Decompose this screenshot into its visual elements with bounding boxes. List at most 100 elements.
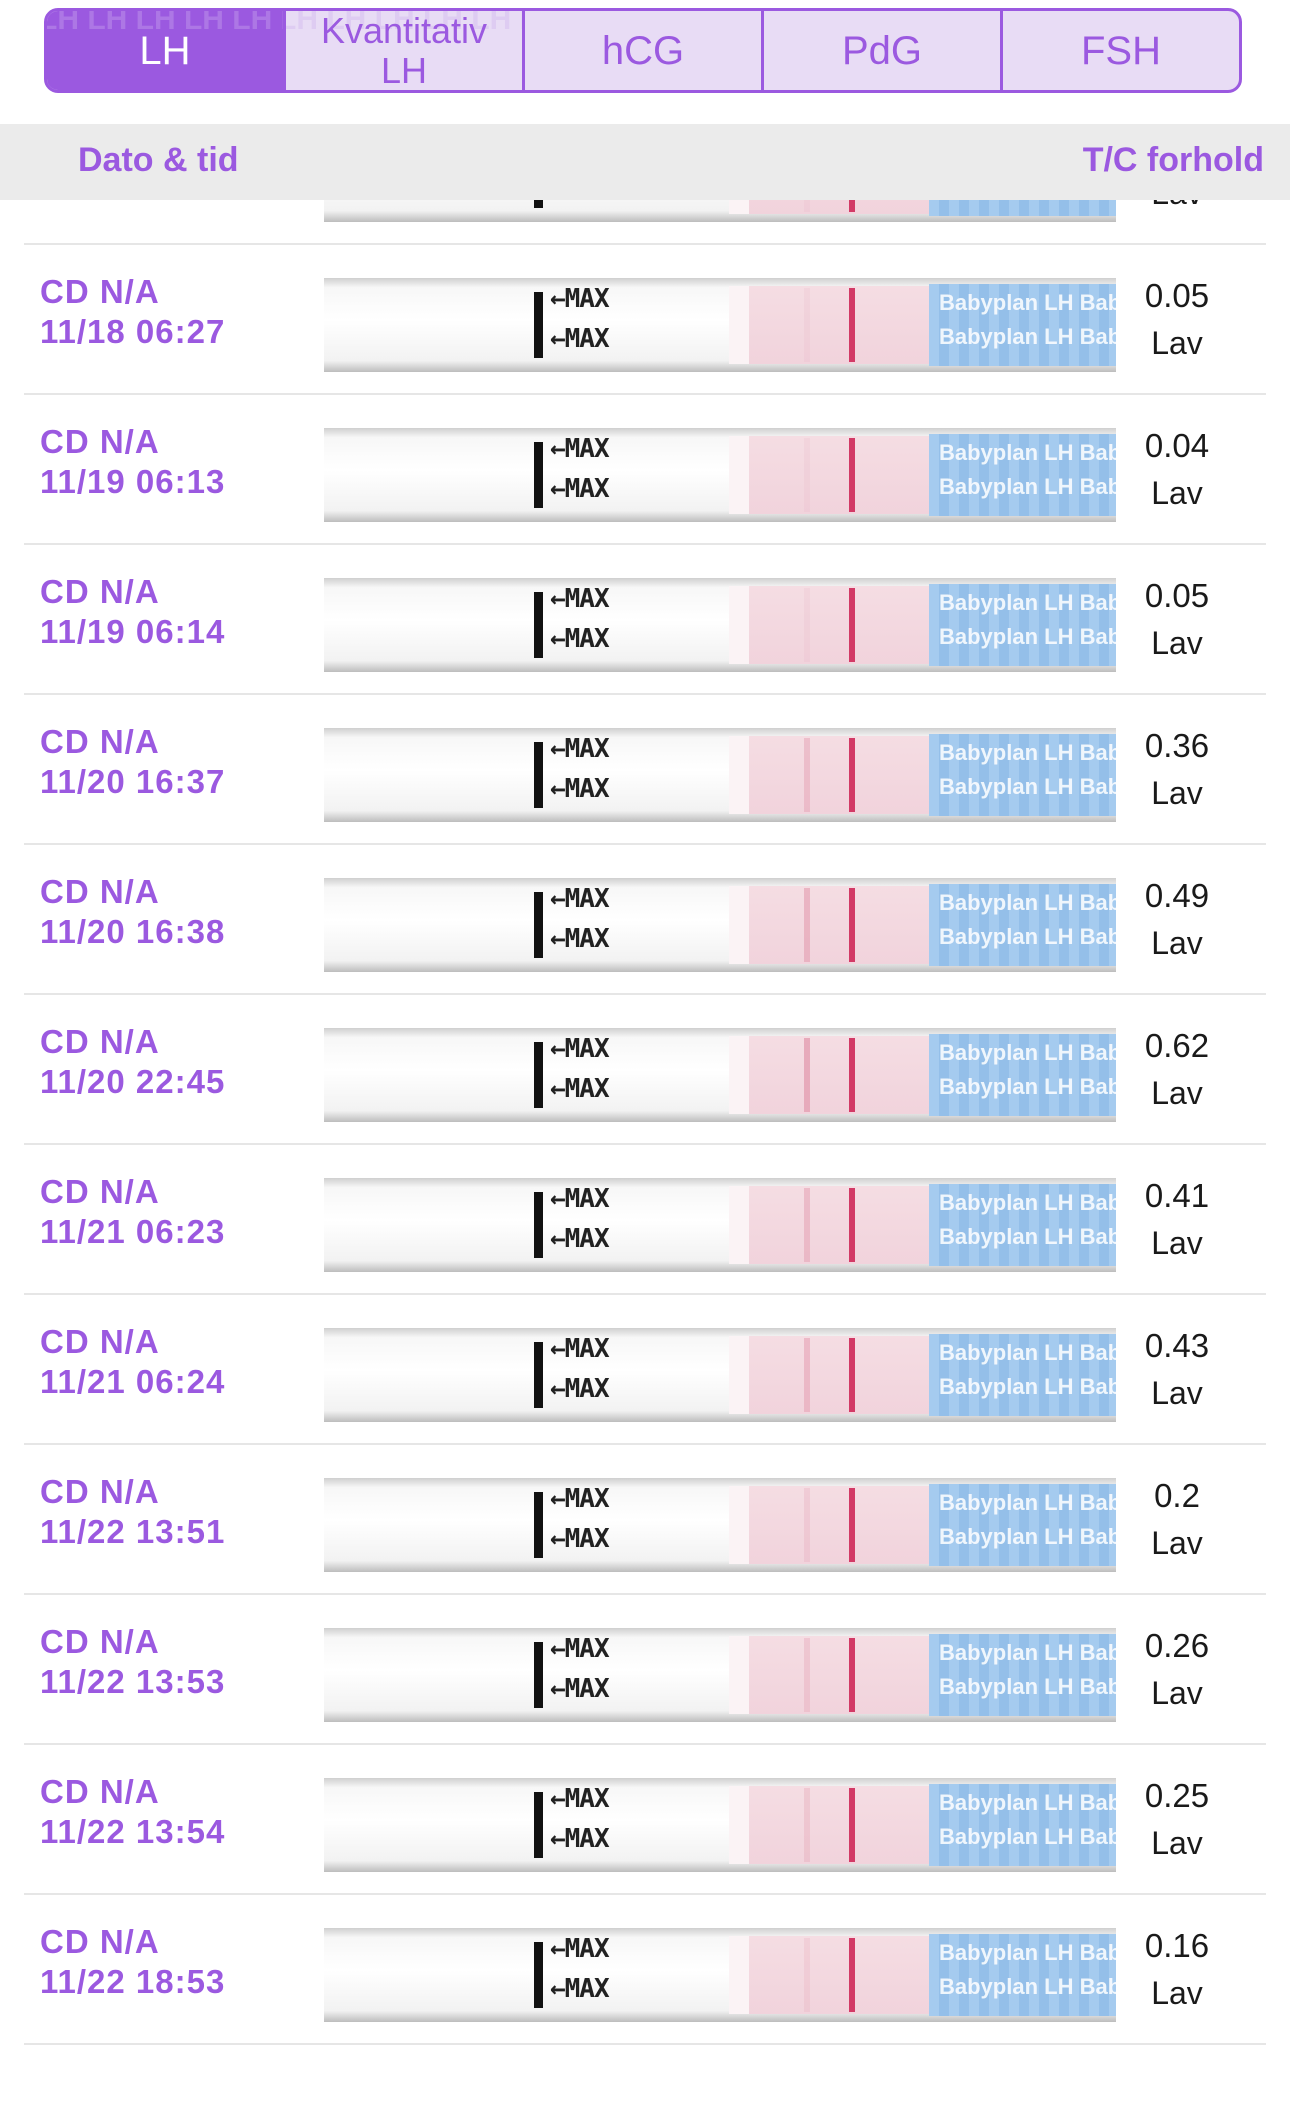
strip-brand-text: Babyplan LH Babyplan LH — [939, 924, 1116, 949]
cycle-day-label: CD N/A — [40, 1623, 160, 1660]
cycle-day-label: CD N/A — [40, 573, 160, 610]
strip-result-window — [729, 1486, 929, 1564]
strip-max-marker: ←MAX — [550, 1634, 610, 1664]
tab-fsh[interactable]: FSH — [1000, 11, 1239, 90]
strip-control-line — [849, 1638, 855, 1712]
strip-brand-area — [929, 1634, 1116, 1716]
test-result-row[interactable]: CD N/A 11/18 06:27 ←MAX ←MAX Babyplan LH… — [24, 245, 1266, 395]
test-strip-photo[interactable]: ←MAX ←MAX Babyplan LH Babyplan LH Babypl… — [324, 1478, 1116, 1572]
tc-ratio-column-header[interactable]: T/C forhold — [1082, 141, 1264, 179]
test-result-row[interactable]: CD N/A 11/22 13:53 ←MAX ←MAX Babyplan LH… — [24, 1595, 1266, 1745]
strip-max-marker: ←MAX — [550, 1824, 610, 1854]
test-strip-photo[interactable]: ←MAX ←MAX Babyplan LH Babyplan LH Babypl… — [324, 578, 1116, 672]
strip-max-marker: ←MAX — [550, 1484, 610, 1514]
strip-result-window — [729, 1036, 929, 1114]
tab-label: hCG — [601, 28, 685, 73]
tab-label: FSH — [1081, 28, 1161, 73]
strip-max-marker: ←MAX — [550, 284, 610, 314]
lh-level-label: Lav — [1151, 625, 1203, 661]
tab-quantitative-lh[interactable]: LH LH LH LH LH LH LH LH Kvantitativ LH — [283, 11, 522, 90]
strip-control-line — [849, 1488, 855, 1562]
tab-lh[interactable]: LH LH LH LH LH LH LH LH LH LH LH LH LH — [47, 11, 283, 90]
strip-brand-area — [929, 884, 1116, 966]
strip-brand-area — [929, 1184, 1116, 1266]
strip-max-marker: ←MAX — [550, 924, 610, 954]
strip-window-edge — [729, 886, 749, 964]
test-result-row[interactable]: CD N/A 11/21 06:23 ←MAX ←MAX Babyplan LH… — [24, 1145, 1266, 1295]
test-result-row[interactable]: CD N/A 11/21 06:24 ←MAX ←MAX Babyplan LH… — [24, 1295, 1266, 1445]
strip-result-window — [729, 1786, 929, 1864]
strip-brand-text: Babyplan LH Babyplan LH — [939, 1824, 1116, 1849]
tc-ratio-value: 0.62 — [1144, 1027, 1210, 1064]
strip-result-window — [729, 286, 929, 364]
tab-hcg[interactable]: hCG — [522, 11, 761, 90]
tab-pdg[interactable]: PdG — [761, 11, 1000, 90]
test-result-row[interactable]: CD N/A 11/22 13:54 ←MAX ←MAX Babyplan LH… — [24, 1745, 1266, 1895]
strip-brand-area — [929, 1484, 1116, 1566]
strip-max-marker: ←MAX — [550, 734, 610, 764]
strip-control-line — [849, 288, 855, 362]
tc-ratio-value: 0.05 — [1144, 577, 1210, 614]
strip-brand-area — [929, 1784, 1116, 1866]
test-result-row[interactable]: CD N/A 11/18 06:24 ←MAX ←MAX Babyplan LH… — [24, 200, 1266, 245]
test-datetime: 11/20 22:45 — [40, 1063, 226, 1100]
date-time-column-header[interactable]: Dato & tid — [78, 141, 239, 179]
test-datetime: 11/18 06:24 — [40, 200, 225, 201]
test-result-row[interactable]: CD N/A 11/19 06:13 ←MAX ←MAX Babyplan LH… — [24, 395, 1266, 545]
test-strip-photo[interactable]: ←MAX ←MAX Babyplan LH Babyplan LH Babypl… — [324, 1028, 1116, 1122]
test-datetime: 11/19 06:13 — [40, 463, 226, 500]
strip-brand-text: Babyplan LH Babyplan LH — [939, 1490, 1116, 1515]
strip-window-edge — [729, 736, 749, 814]
test-datetime: 11/18 06:27 — [40, 313, 226, 350]
test-strip-photo[interactable]: ←MAX ←MAX Babyplan LH Babyplan LH Babypl… — [324, 278, 1116, 372]
column-header: Dato & tid T/C forhold — [0, 124, 1290, 200]
test-strip-photo[interactable]: ←MAX ←MAX Babyplan LH Babyplan LH Babypl… — [324, 1928, 1116, 2022]
strip-result-window — [729, 736, 929, 814]
strip-brand-text: Babyplan LH Babyplan LH — [939, 740, 1116, 765]
test-strip-photo[interactable]: ←MAX ←MAX Babyplan LH Babyplan LH Babypl… — [324, 728, 1116, 822]
test-datetime: 11/22 13:53 — [40, 1663, 226, 1700]
strip-test-line — [804, 1188, 810, 1262]
strip-brand-text: Babyplan LH Babyplan LH — [939, 324, 1116, 349]
strip-control-line — [849, 1188, 855, 1262]
strip-brand-area — [929, 434, 1116, 516]
test-strip-photo[interactable]: ←MAX ←MAX Babyplan LH Babyplan LH Babypl… — [324, 878, 1116, 972]
cycle-day-label: CD N/A — [40, 1773, 160, 1810]
tc-ratio-value: 0.16 — [1144, 1927, 1210, 1964]
strip-window-edge — [729, 200, 749, 214]
test-type-tabs: LH LH LH LH LH LH LH LH LH LH LH LH LH L… — [44, 8, 1242, 93]
test-strip-photo[interactable]: ←MAX ←MAX Babyplan LH Babyplan LH Babypl… — [324, 1628, 1116, 1722]
strip-brand-text: Babyplan LH Babyplan LH — [939, 1974, 1116, 1999]
test-strip-photo[interactable]: ←MAX ←MAX Babyplan LH Babyplan LH Babypl… — [324, 200, 1116, 222]
tc-ratio-value: 0.41 — [1144, 1177, 1210, 1214]
test-strip-photo[interactable]: ←MAX ←MAX Babyplan LH Babyplan LH Babypl… — [324, 428, 1116, 522]
strip-max-marker: ←MAX — [550, 1074, 610, 1104]
strip-test-line — [804, 1938, 810, 2012]
strip-brand-text: Babyplan LH Babyplan LH — [939, 774, 1116, 799]
test-result-row[interactable]: CD N/A 11/20 16:37 ←MAX ←MAX Babyplan LH… — [24, 695, 1266, 845]
strip-handle-bar — [534, 1492, 543, 1558]
strip-max-marker: ←MAX — [550, 1034, 610, 1064]
cycle-day-label: CD N/A — [40, 1023, 160, 1060]
test-result-row[interactable]: CD N/A 11/22 18:53 ←MAX ←MAX Babyplan LH… — [24, 1895, 1266, 2045]
strip-brand-area — [929, 584, 1116, 666]
test-result-row[interactable]: CD N/A 11/20 16:38 ←MAX ←MAX Babyplan LH… — [24, 845, 1266, 995]
test-results-list[interactable]: CD N/A 11/18 06:24 ←MAX ←MAX Babyplan LH… — [0, 200, 1290, 2105]
strip-result-window — [729, 1936, 929, 2014]
test-strip-photo[interactable]: ←MAX ←MAX Babyplan LH Babyplan LH Babypl… — [324, 1328, 1116, 1422]
strip-result-window — [729, 1636, 929, 1714]
test-result-row[interactable]: CD N/A 11/20 22:45 ←MAX ←MAX Babyplan LH… — [24, 995, 1266, 1145]
strip-test-line — [804, 1038, 810, 1112]
test-strip-photo[interactable]: ←MAX ←MAX Babyplan LH Babyplan LH Babypl… — [324, 1778, 1116, 1872]
lh-level-label: Lav — [1151, 475, 1203, 511]
strip-window-edge — [729, 1786, 749, 1864]
strip-brand-text: Babyplan LH Babyplan LH — [939, 290, 1116, 315]
strip-window-edge — [729, 1936, 749, 2014]
strip-brand-text: Babyplan LH Babyplan LH — [939, 1940, 1116, 1965]
strip-brand-text: Babyplan LH Babyplan LH — [939, 1190, 1116, 1215]
test-result-row[interactable]: CD N/A 11/19 06:14 ←MAX ←MAX Babyplan LH… — [24, 545, 1266, 695]
test-strip-photo[interactable]: ←MAX ←MAX Babyplan LH Babyplan LH Babypl… — [324, 1178, 1116, 1272]
strip-brand-area — [929, 1334, 1116, 1416]
test-result-row[interactable]: CD N/A 11/22 13:51 ←MAX ←MAX Babyplan LH… — [24, 1445, 1266, 1595]
strip-max-marker: ←MAX — [550, 774, 610, 804]
